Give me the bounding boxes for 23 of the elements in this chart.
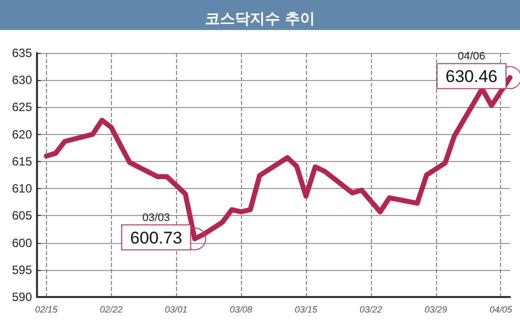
y-tick-label: 620 [12, 127, 32, 142]
x-tick-label: 03/15 [294, 304, 318, 314]
y-tick-label: 600 [12, 236, 32, 250]
y-tick-label: 595 [12, 262, 32, 277]
annotation: 600.73 [130, 228, 182, 248]
x-tick-label: 04/05 [489, 304, 513, 314]
y-tick-label: 635 [12, 46, 32, 60]
annotation: 04/06 [458, 50, 486, 63]
x-tick-label: 02/15 [35, 304, 59, 314]
y-tick-label: 625 [12, 100, 32, 114]
x-tick-label: 03/01 [164, 304, 188, 314]
x-tick-label: 03/08 [230, 304, 252, 314]
x-tick-label: 03/22 [360, 304, 382, 314]
annotation: 630.46 [446, 67, 498, 86]
annotation: 03/03 [142, 212, 170, 224]
y-tick-label: 615 [12, 154, 32, 168]
x-tick-label: 02/22 [100, 304, 122, 314]
chart-title: 코스닥지수 추이 [204, 10, 316, 28]
y-tick-label: 610 [12, 182, 32, 196]
y-tick-label: 605 [12, 208, 32, 223]
y-tick-label: 590 [12, 290, 32, 304]
x-tick-label: 03/29 [424, 304, 448, 314]
y-tick-label: 630 [12, 73, 32, 88]
